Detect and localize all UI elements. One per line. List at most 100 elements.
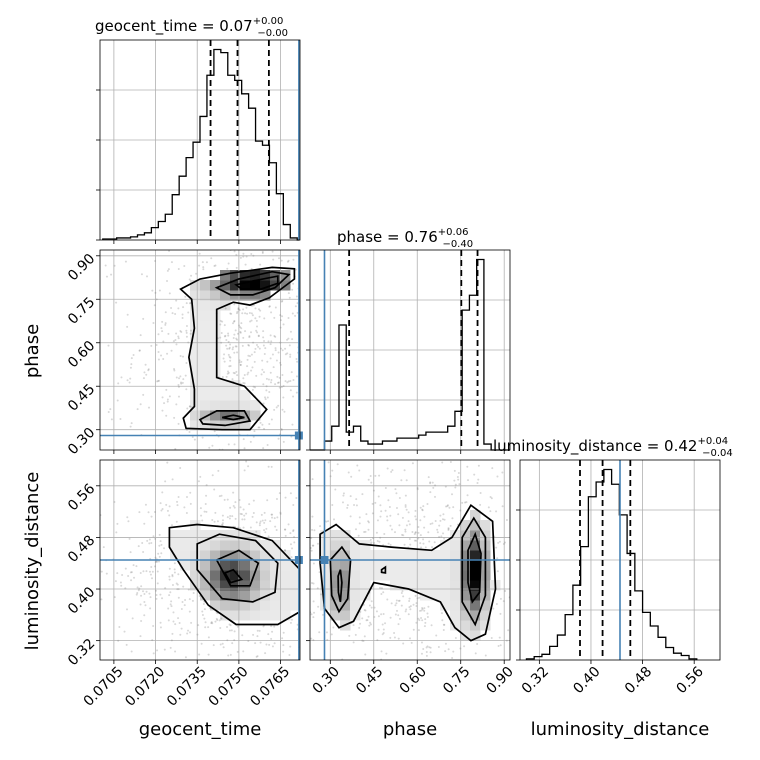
- panel-geocent-time-vs-phase-sample-point: [282, 396, 285, 399]
- panel-geocent-time-vs-luminosity-distance-sample-point: [177, 596, 180, 599]
- panel-phase-vs-luminosity-distance-density-bin: [400, 580, 411, 591]
- panel-geocent-time-vs-luminosity-distance-density-bin: [250, 600, 261, 611]
- panel-geocent-time-vs-phase-density-bin: [210, 360, 221, 371]
- panel-phase-vs-luminosity-distance-sample-point: [496, 557, 499, 560]
- panel-geocent-time-vs-luminosity-distance-density-bin: [220, 550, 231, 561]
- panel-geocent-time-vs-luminosity-distance-sample-point: [190, 621, 193, 624]
- panel-phase-vs-luminosity-distance-sample-point: [421, 509, 424, 512]
- panel-geocent-time-vs-phase-sample-point: [170, 306, 173, 309]
- panel-geocent-time-vs-phase-sample-point: [242, 336, 245, 339]
- panel-geocent-time-vs-luminosity-distance-sample-point: [279, 512, 282, 515]
- panel-geocent-time-vs-phase-sample-point: [138, 349, 141, 352]
- panel-phase-vs-luminosity-distance-sample-point: [433, 541, 436, 544]
- panel-geocent-time-vs-luminosity-distance-sample-point: [239, 512, 242, 515]
- panel-phase-vs-luminosity-distance-sample-point: [401, 590, 404, 593]
- panel-geocent-time-vs-luminosity-distance-sample-point: [289, 543, 292, 546]
- panel-phase-vs-luminosity-distance-sample-point: [384, 622, 387, 625]
- panel-geocent-time-vs-phase-sample-point: [252, 385, 255, 388]
- panel-phase-vs-luminosity-distance-density-bin: [440, 540, 451, 551]
- panel-geocent-time-vs-phase-sample-point: [188, 278, 191, 281]
- panel-geocent-time-vs-luminosity-distance-sample-point: [114, 580, 117, 583]
- panel-phase-vs-luminosity-distance-sample-point: [421, 619, 424, 622]
- panel-geocent-time-vs-luminosity-distance-sample-point: [142, 570, 145, 573]
- panel-geocent-time-vs-luminosity-distance-sample-point: [178, 621, 181, 624]
- panel-phase-vs-luminosity-distance-sample-point: [346, 504, 349, 507]
- panel-geocent-time-vs-luminosity-distance-sample-point: [151, 570, 154, 573]
- panel-geocent-time-vs-phase-sample-point: [242, 382, 245, 385]
- panel-geocent-time-vs-phase-frame: [99, 249, 301, 451]
- panel-geocent-time-vs-phase-density-bin: [220, 390, 231, 401]
- panel-phase-vs-luminosity-distance-sample-point: [361, 493, 364, 496]
- panel-geocent-time-vs-luminosity-distance-sample-point: [163, 648, 166, 651]
- panel-geocent-time-vs-phase-sample-point: [272, 258, 275, 261]
- panel-geocent-time-vs-luminosity-distance-sample-point: [170, 600, 173, 603]
- panel-geocent-time-vs-luminosity-distance-sample-point: [295, 497, 298, 500]
- panel-geocent-time-vs-phase-sample-point: [266, 396, 269, 399]
- xtick-label-phase: 0.75: [440, 664, 473, 697]
- panel-geocent-time-vs-luminosity-distance-density-bin: [260, 580, 271, 591]
- panel-geocent-time-vs-phase-sample-point: [241, 344, 244, 347]
- panel-geocent-time-vs-luminosity-distance-sample-point: [183, 506, 186, 509]
- panel-geocent-time-vs-luminosity-distance-sample-point: [245, 460, 248, 463]
- panel-phase-vs-luminosity-distance-density-bin: [450, 620, 461, 631]
- panel-geocent-time-vs-luminosity-distance-contour-2: [215, 549, 260, 587]
- panel-geocent-time-vs-phase-sample-point: [224, 307, 227, 310]
- panel-geocent-time-vs-luminosity-distance-sample-point: [181, 600, 184, 603]
- panel-geocent-time-vs-luminosity-distance-sample-point: [234, 517, 237, 520]
- panel-geocent-time-vs-luminosity-distance-density-bin: [250, 560, 261, 571]
- panel-geocent-time-vs-luminosity-distance-density-bin: [200, 540, 211, 551]
- panel-phase-vs-luminosity-distance-sample-point: [397, 513, 400, 516]
- panel-geocent-time-vs-phase-sample-point: [109, 408, 112, 411]
- panel-geocent-time-vs-phase-sample-point: [227, 371, 230, 374]
- panel-geocent-time-vs-phase-sample-point: [261, 250, 264, 253]
- xtick-label-luminosity-distance: 0.32: [519, 664, 552, 697]
- panel-phase-vs-luminosity-distance-sample-point: [441, 461, 444, 464]
- panel-geocent-time-vs-phase-sample-point: [172, 340, 175, 343]
- panel-geocent-time-vs-phase-sample-point: [213, 265, 216, 268]
- panel-phase-vs-luminosity-distance-sample-point: [403, 469, 406, 472]
- panel-phase-vs-luminosity-distance-sample-point: [376, 639, 379, 642]
- panel-phase-vs-luminosity-distance-sample-point: [490, 637, 493, 640]
- panel-geocent-time-vs-phase-sample-point: [292, 379, 295, 382]
- panel-geocent-time-vs-phase-sample-point: [226, 267, 229, 270]
- panel-geocent-time-vs-luminosity-distance-sample-point: [290, 556, 293, 559]
- panel-geocent-time-vs-phase-sample-point: [266, 444, 269, 447]
- xlabel-geocent-time: geocent_time: [139, 719, 262, 740]
- panel-geocent-time-vs-luminosity-distance-sample-point: [233, 639, 236, 642]
- panel-phase-vs-luminosity-distance-sample-point: [384, 486, 387, 489]
- panel-phase-vs-luminosity-distance-sample-point: [414, 515, 417, 518]
- panel-geocent-time-vs-phase-sample-point: [274, 349, 277, 352]
- panel-geocent-time-vs-luminosity-distance-density-bin: [230, 560, 241, 571]
- panel-geocent-time-vs-phase-density-bin: [210, 280, 221, 291]
- panel-phase-vs-luminosity-distance-sample-point: [386, 515, 389, 518]
- panel-geocent-time-vs-phase-sample-point: [289, 380, 292, 383]
- panel-geocent-time-vs-luminosity-distance-sample-point: [115, 531, 118, 534]
- panel-geocent-time-vs-phase-sample-point: [242, 438, 245, 441]
- panel-geocent-time-vs-phase-sample-point: [259, 421, 262, 424]
- panel-geocent-time-vs-phase-sample-point: [255, 329, 258, 332]
- panel-geocent-time-vs-luminosity-distance-sample-point: [290, 618, 293, 621]
- panel-geocent-time-vs-luminosity-distance-sample-point: [211, 474, 214, 477]
- panel-phase-vs-luminosity-distance-contour-4: [337, 569, 343, 603]
- panel-geocent-time-vs-phase-contour-3: [198, 410, 252, 427]
- panel-geocent-time-vs-luminosity-distance-sample-point: [263, 529, 266, 532]
- panel-geocent-time-vs-phase-sample-point: [181, 381, 184, 384]
- panel-geocent-time-vs-phase-sample-point: [261, 252, 264, 255]
- panel-phase-vs-luminosity-distance-sample-point: [452, 650, 455, 653]
- panel-phase-vs-luminosity-distance-sample-point: [420, 641, 423, 644]
- panel-geocent-time-vs-luminosity-distance-sample-point: [139, 635, 142, 638]
- panel-geocent-time-vs-phase-sample-point: [139, 334, 142, 337]
- panel-phase-vs-luminosity-distance-samples: [310, 460, 510, 660]
- panel-geocent-time-vs-luminosity-distance-sample-point: [146, 539, 149, 542]
- panel-geocent-time-vs-phase-sample-point: [233, 303, 236, 306]
- panel-geocent-time-vs-phase-sample-point: [140, 273, 143, 276]
- panel-geocent-time-vs-phase-density-bin: [190, 350, 201, 361]
- panel-phase-vs-luminosity-distance-sample-point: [361, 639, 364, 642]
- panel-geocent-time-vs-luminosity-distance-sample-point: [123, 630, 126, 633]
- panel-geocent-time-vs-phase-sample-point: [132, 354, 135, 357]
- panel-geocent-time-vs-phase-sample-point: [256, 325, 259, 328]
- panel-geocent-time-vs-phase-sample-point: [234, 345, 237, 348]
- panel-phase-vs-luminosity-distance-sample-point: [442, 623, 445, 626]
- panel-geocent-time-vs-luminosity-distance-sample-point: [188, 631, 191, 634]
- panel-geocent-time-vs-luminosity-distance-sample-point: [172, 620, 175, 623]
